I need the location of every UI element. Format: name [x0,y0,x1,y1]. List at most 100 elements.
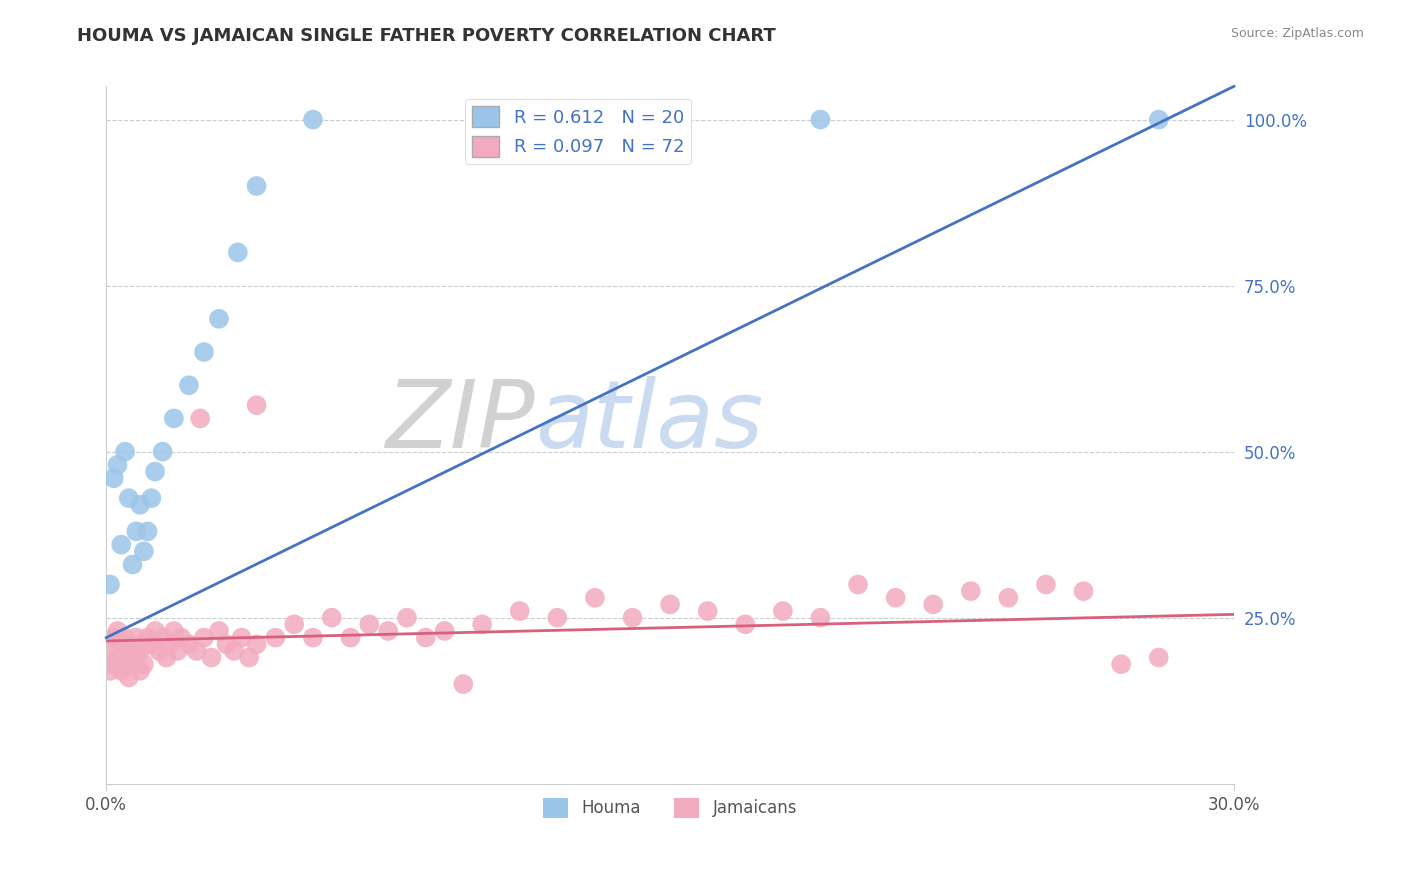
Point [245,398,267,412]
Point [359,617,381,632]
Point [114,657,136,672]
Point [143,465,166,479]
Point [696,604,718,618]
Point [415,631,437,645]
Text: Source: ZipAtlas.com: Source: ZipAtlas.com [1230,27,1364,40]
Text: atlas: atlas [534,376,763,467]
Point [136,631,159,645]
Point [170,631,193,645]
Point [884,591,907,605]
Point [121,637,143,651]
Point [163,624,186,638]
Point [245,637,267,651]
Point [997,591,1019,605]
Point [922,598,945,612]
Point [186,644,208,658]
Point [110,664,132,678]
Point [810,610,832,624]
Point [155,650,177,665]
Point [188,411,211,425]
Point [110,637,132,651]
Point [321,610,343,624]
Point [1147,650,1170,665]
Point [659,598,682,612]
Point [1147,112,1170,127]
Text: HOUMA VS JAMAICAN SINGLE FATHER POVERTY CORRELATION CHART: HOUMA VS JAMAICAN SINGLE FATHER POVERTY … [77,27,776,45]
Text: ZIP: ZIP [385,376,534,467]
Point [200,650,222,665]
Point [245,179,267,194]
Point [621,610,644,624]
Point [118,491,141,505]
Point [103,657,125,672]
Point [546,610,568,624]
Point [208,311,231,326]
Point [215,637,238,651]
Point [193,631,215,645]
Point [193,345,215,359]
Point [959,584,981,599]
Point [107,650,129,665]
Point [159,637,181,651]
Point [121,558,143,572]
Point [132,544,155,558]
Point [231,631,253,645]
Point [509,604,531,618]
Point [283,617,305,632]
Point [810,112,832,127]
Point [98,577,121,591]
Point [141,637,163,651]
Point [114,444,136,458]
Point [302,112,325,127]
Point [226,245,249,260]
Point [132,657,155,672]
Point [846,577,869,591]
Point [125,631,148,645]
Point [1073,584,1095,599]
Point [98,644,121,658]
Point [222,644,245,658]
Point [143,624,166,638]
Point [136,524,159,539]
Point [238,650,260,665]
Point [453,677,475,691]
Point [152,631,174,645]
Point [734,617,756,632]
Point [177,637,200,651]
Point [1035,577,1057,591]
Point [772,604,794,618]
Point [118,670,141,684]
Point [471,617,494,632]
Point [107,624,129,638]
Point [339,631,361,645]
Point [166,644,188,658]
Point [118,644,141,658]
Point [264,631,287,645]
Point [103,471,125,485]
Point [395,610,418,624]
Point [208,624,231,638]
Point [129,664,152,678]
Point [163,411,186,425]
Point [129,644,152,658]
Point [433,624,456,638]
Point [98,664,121,678]
Point [141,491,163,505]
Point [583,591,606,605]
Point [110,538,132,552]
Point [132,637,155,651]
Point [125,524,148,539]
Point [152,444,174,458]
Point [302,631,325,645]
Point [129,498,152,512]
Point [1109,657,1132,672]
Point [114,631,136,645]
Point [148,644,170,658]
Point [177,378,200,392]
Point [377,624,399,638]
Point [125,650,148,665]
Point [103,631,125,645]
Point [107,458,129,472]
Point [121,657,143,672]
Legend: Houma, Jamaicans: Houma, Jamaicans [537,791,804,824]
